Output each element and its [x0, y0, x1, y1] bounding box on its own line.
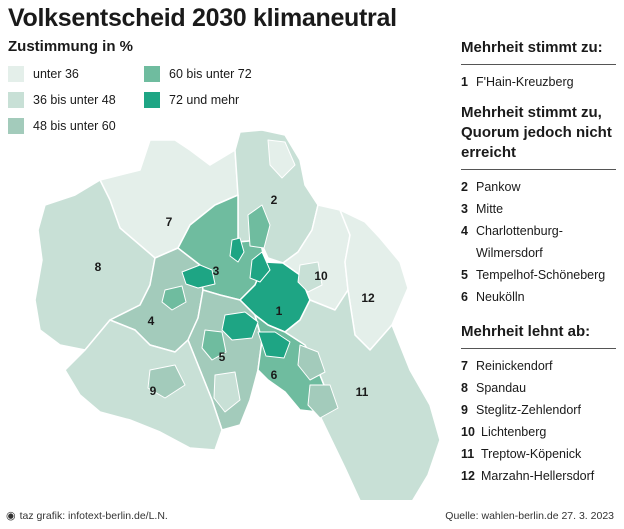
- section-majority-rejects: Mehrheit lehnt ab: 7 Reinickendorf 8 Spa…: [461, 322, 616, 487]
- footer-credit: ◉ taz grafik: infotext-berlin.de/L.N.: [6, 509, 168, 523]
- section-majority-no-quorum: Mehrheit stimmt zu, Quorum jedoch nicht …: [461, 103, 616, 308]
- list-item: 4 Charlottenburg-Wilmersdorf: [461, 224, 563, 260]
- district-treptow-koepenick: [284, 289, 441, 500]
- legend-item-60-72: 60 bis unter 72: [144, 66, 252, 82]
- legend-swatch: [8, 118, 24, 134]
- footer-source: Quelle: wahlen-berlin.de 27. 3. 2023: [445, 510, 614, 522]
- district-label-5: 5: [219, 350, 226, 364]
- legend-swatch: [144, 66, 160, 82]
- list-item: 1 F'Hain-Kreuzberg: [461, 75, 574, 89]
- legend-item-under-36: unter 36: [8, 66, 79, 82]
- list-item: 10 Lichtenberg: [461, 425, 547, 439]
- district-label-7: 7: [166, 215, 173, 229]
- district-label-10: 10: [314, 269, 328, 283]
- subarea-tempelhof-south: [213, 371, 241, 413]
- district-label-2: 2: [271, 193, 278, 207]
- section-heading: Mehrheit stimmt zu:: [461, 38, 616, 65]
- legend-swatch: [8, 92, 24, 108]
- legend-title: Zustimmung in %: [8, 38, 133, 55]
- district-label-3: 3: [213, 264, 220, 278]
- subarea-neukoelln-north: [257, 331, 291, 359]
- legend-label: 60 bis unter 72: [169, 67, 252, 81]
- berlin-district-map: 1 2 3 4 5 6 7 8 9 10 11 12: [34, 129, 441, 500]
- credit-text: taz grafik: infotext-berlin.de/L.N.: [19, 509, 168, 522]
- district-label-9: 9: [150, 384, 157, 398]
- subarea-neukoelln-east: [297, 344, 326, 381]
- legend-swatch: [8, 66, 24, 82]
- list-item: 6 Neukölln: [461, 290, 525, 304]
- section-heading: Mehrheit lehnt ab:: [461, 322, 616, 349]
- subarea-mitte-east: [249, 251, 271, 283]
- section-majority-yes: Mehrheit stimmt zu: 1 F'Hain-Kreuzberg: [461, 38, 616, 93]
- list-item: 3 Mitte: [461, 202, 504, 216]
- list-item: 9 Steglitz-Zehlendorf: [461, 403, 581, 417]
- subarea-charlottenburg-inner: [161, 285, 187, 311]
- subarea-kreuzberg-south: [221, 311, 259, 341]
- subarea-treptow-inner: [307, 384, 339, 419]
- page-title: Volksentscheid 2030 klimaneutral: [8, 4, 397, 32]
- district-label-6: 6: [271, 368, 278, 382]
- district-label-1: 1: [276, 304, 283, 318]
- subarea-schoeneberg-inner: [201, 329, 227, 361]
- list-item: 11 Treptow-Köpenick: [461, 447, 582, 461]
- district-label-12: 12: [361, 291, 375, 305]
- legend-swatch: [144, 92, 160, 108]
- list-item: 7 Reinickendorf: [461, 359, 553, 373]
- legend-item-48-60: 48 bis unter 60: [8, 118, 116, 134]
- legend-label: 48 bis unter 60: [33, 119, 116, 133]
- list-item: 5 Tempelhof-Schöneberg: [461, 268, 606, 282]
- legend-item-36-48: 36 bis unter 48: [8, 92, 116, 108]
- subarea-lichtenberg-west: [297, 261, 323, 293]
- list-item: 8 Spandau: [461, 381, 527, 395]
- section-heading: Mehrheit stimmt zu, Quorum jedoch nicht …: [461, 103, 616, 170]
- subarea-mitte-north: [229, 237, 245, 263]
- district-label-11: 11: [356, 385, 369, 399]
- legend-item-72-plus: 72 und mehr: [144, 92, 239, 108]
- district-label-4: 4: [148, 314, 155, 328]
- legend-label: 72 und mehr: [169, 93, 240, 107]
- list-item: 12 Marzahn-Hellersdorf: [461, 469, 595, 483]
- district-label-8: 8: [95, 260, 102, 274]
- subarea-pankow-inner: [247, 204, 271, 249]
- legend-label: unter 36: [33, 67, 79, 81]
- subarea-mitte-inner: [181, 264, 216, 289]
- legend-label: 36 bis unter 48: [33, 93, 116, 107]
- subarea-pankow-north: [267, 139, 296, 179]
- taz-paw-icon: ◉: [6, 510, 16, 522]
- district-steglitz-zehlendorf: [64, 319, 223, 451]
- list-item: 2 Pankow: [461, 180, 521, 194]
- result-panel: Mehrheit stimmt zu: 1 F'Hain-Kreuzberg M…: [461, 38, 616, 487]
- subarea-steglitz-inner: [147, 364, 186, 399]
